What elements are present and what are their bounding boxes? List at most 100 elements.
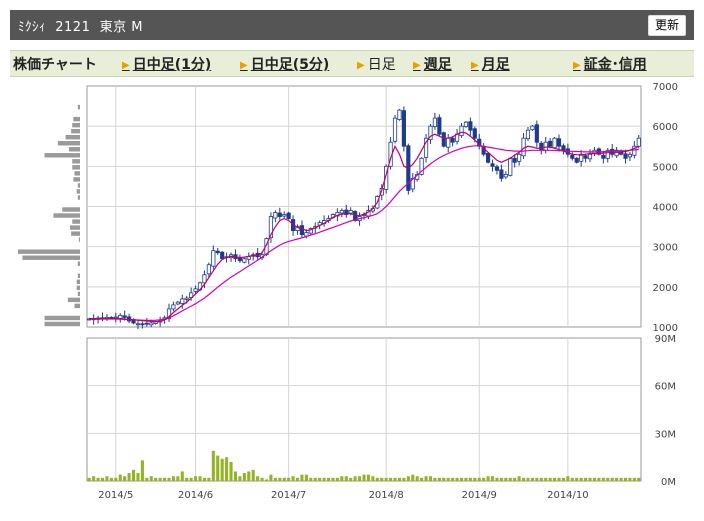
nav-daily: ▶ 日足 <box>357 57 396 73</box>
volume-bar <box>437 477 441 481</box>
price-volume-profile-bar <box>73 116 80 122</box>
volume-bar <box>499 477 503 481</box>
candle-body <box>583 155 588 159</box>
moving-average-short <box>89 131 640 323</box>
date-tick-label: 2014/5 <box>98 490 133 501</box>
volume-bar <box>610 477 614 481</box>
candle-body <box>463 121 469 128</box>
chart-label: 株価チャート <box>13 57 97 73</box>
candle-body <box>499 169 504 179</box>
candle-body <box>135 323 141 326</box>
price-volume-profile-bar <box>44 321 80 327</box>
price-tick-label: 6000 <box>653 122 678 133</box>
candle-body <box>517 153 522 162</box>
price-tick-label: 3000 <box>653 243 678 254</box>
volume-bar <box>358 476 362 481</box>
volume-bar <box>433 477 437 481</box>
candle-body <box>605 149 610 159</box>
volume-bar <box>163 477 167 481</box>
volume-bar <box>455 477 459 481</box>
volume-bar <box>260 477 264 481</box>
volume-bar <box>145 477 149 481</box>
volume-bar <box>632 477 636 481</box>
volume-tick-label: 30M <box>655 429 676 440</box>
price-tick-label: 4000 <box>653 203 678 214</box>
volume-bar <box>530 477 534 481</box>
price-volume-profile-bar <box>65 135 80 140</box>
nav-intraday-5min[interactable]: ▶ 日中足(5分) <box>240 57 330 73</box>
volume-bar <box>539 477 543 481</box>
volume-bar <box>207 477 211 481</box>
volume-bar <box>176 476 180 481</box>
volume-bar <box>428 476 433 481</box>
nav-weekly[interactable]: ▶ 週足 <box>413 57 452 73</box>
candle-body <box>144 322 149 325</box>
candle-body <box>118 314 123 319</box>
candle-body <box>486 152 491 163</box>
volume-bar <box>291 476 295 481</box>
candle-body <box>348 210 353 214</box>
volume-bar <box>167 477 171 481</box>
refresh-button[interactable]: 更新 <box>647 15 686 36</box>
volume-bar <box>233 471 238 481</box>
volume-bar <box>424 476 428 481</box>
volume-bar <box>100 477 105 481</box>
volume-bar <box>198 476 202 481</box>
nav-margin[interactable]: ▶ 証金･信用 <box>573 57 647 73</box>
price-volume-profile-bar <box>77 195 80 200</box>
price-volume-profile-bar <box>74 171 80 176</box>
volume-bar <box>406 476 410 481</box>
candle-body <box>140 323 145 326</box>
volume-bar <box>105 476 109 481</box>
volume-bar <box>490 476 495 481</box>
volume-bar <box>318 477 322 481</box>
volume-bar <box>202 477 206 481</box>
volume-bar <box>225 457 229 481</box>
candle-body <box>384 165 389 190</box>
volume-bar <box>309 477 313 481</box>
candle-body <box>574 157 579 163</box>
volume-bar <box>322 477 326 481</box>
candle-body <box>202 274 207 284</box>
price-volume-profile-bar <box>76 189 80 194</box>
candle-body <box>552 137 557 149</box>
nav-monthly[interactable]: ▶ 月足 <box>471 57 510 73</box>
candle-body <box>579 153 584 162</box>
price-volume-profile-bar <box>77 183 80 188</box>
candle-body <box>215 250 220 254</box>
candle-body <box>468 121 473 131</box>
volume-bar <box>114 477 118 481</box>
candle-body <box>206 264 211 275</box>
volume-bar <box>459 477 464 481</box>
volume-bar <box>331 477 335 481</box>
volume-bar <box>149 476 153 481</box>
candle-body <box>410 177 415 190</box>
volume-bar <box>628 477 632 481</box>
volume-bar <box>495 477 499 481</box>
volume-bar <box>140 460 144 481</box>
moving-average-long <box>89 145 639 321</box>
price-volume-profile-bar <box>73 177 80 182</box>
candle-body <box>392 117 398 142</box>
volume-bar <box>295 477 300 481</box>
price-volume-profile-bar <box>72 159 80 164</box>
candle-body <box>419 157 424 175</box>
volume-bar <box>389 477 393 481</box>
title-bar: ﾐｸｼｨ 2121 東京 M 更新 <box>10 10 694 40</box>
candle-body <box>401 110 406 147</box>
volume-bar <box>468 477 472 481</box>
stock-title: ﾐｸｼｨ 2121 東京 M <box>18 20 143 35</box>
volume-bar <box>482 477 486 481</box>
volume-bar <box>548 477 552 481</box>
volume-bar <box>508 477 512 481</box>
nav-intraday-1min[interactable]: ▶ 日中足(1分) <box>122 57 212 73</box>
volume-bar <box>353 476 357 481</box>
candle-body <box>175 301 180 305</box>
price-volume-profile-bar <box>53 213 80 218</box>
candle-body <box>184 297 189 300</box>
price-volume-profile-bar <box>77 104 80 110</box>
price-volume-profile-bar <box>62 207 80 212</box>
volume-bar <box>522 477 526 481</box>
volume-bar <box>131 469 136 481</box>
